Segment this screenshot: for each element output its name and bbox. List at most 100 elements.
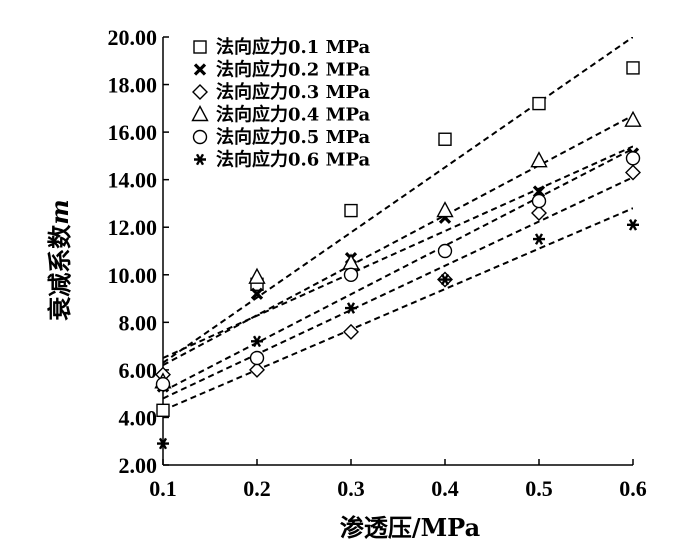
svg-text:衰减系数m: 衰减系数m xyxy=(45,199,74,321)
circle-marker xyxy=(343,267,359,282)
y-tick-label: 16.00 xyxy=(108,120,158,145)
data-point-s5-4 xyxy=(437,243,453,259)
data-point-s5-5 xyxy=(531,193,547,209)
x-tick-label: 0.6 xyxy=(619,476,647,501)
data-point-s1-4 xyxy=(438,132,452,146)
square-marker xyxy=(438,132,452,146)
data-point-s1-5 xyxy=(532,96,546,111)
fit-line-6 xyxy=(163,207,633,412)
square-marker xyxy=(156,403,170,418)
y-tick-label: 18.00 xyxy=(108,73,158,98)
legend-label-1: 法向应力0.1 MPa xyxy=(216,36,371,58)
data-point-s6-6 xyxy=(627,219,639,231)
y-tick-label: 20.00 xyxy=(108,25,158,50)
data-point-s6-3 xyxy=(345,302,357,314)
data-point-s2-2 xyxy=(250,287,264,300)
data-point-s3-6 xyxy=(625,164,641,181)
legend-marker-1 xyxy=(193,40,207,54)
asterisk-marker xyxy=(251,335,263,348)
data-point-s4-2 xyxy=(248,267,266,284)
square-marker xyxy=(626,61,640,75)
legend-label-6: 法向应力0.6 MPa xyxy=(216,149,371,171)
diamond-marker xyxy=(249,361,265,378)
data-point-s1-6 xyxy=(626,61,640,75)
diamond-marker xyxy=(531,204,547,221)
asterisk-marker xyxy=(345,302,357,314)
circle-marker xyxy=(437,243,453,259)
diamond-marker xyxy=(343,323,359,340)
fit-line-5 xyxy=(163,147,633,393)
triangle-marker xyxy=(248,267,266,284)
y-tick-label: 12.00 xyxy=(108,215,158,240)
data-point-s6-4 xyxy=(439,273,451,286)
fit-line-4 xyxy=(163,114,633,367)
triangle-marker xyxy=(624,110,642,127)
legend-marker-3 xyxy=(192,84,208,100)
data-point-s5-6 xyxy=(625,151,641,166)
data-point-s4-6 xyxy=(624,110,642,127)
data-point-s1-3 xyxy=(344,203,358,218)
square-marker xyxy=(193,40,207,54)
data-point-s4-5 xyxy=(530,151,548,168)
y-tick-label: 6.00 xyxy=(119,358,158,383)
data-point-s5-1 xyxy=(155,376,171,392)
y-tick-label: 4.00 xyxy=(119,405,158,430)
square-marker xyxy=(344,203,358,218)
circle-marker xyxy=(155,376,171,392)
legend-label-4: 法向应力0.4 MPa xyxy=(216,104,371,126)
x-marker xyxy=(250,287,264,300)
diamond-marker xyxy=(625,164,641,181)
axis-ticks: 0.1 0.2 0.3 0.4 0.5 0.6 2.00 4.00 6.00 8.00 10.00 1… xyxy=(108,25,647,501)
square-marker xyxy=(532,96,546,111)
asterisk-marker xyxy=(533,233,545,245)
data-point-s3-5 xyxy=(531,204,547,221)
legend-marker-4 xyxy=(191,105,209,122)
legend-label-2: 法向应力0.2 MPa xyxy=(216,59,371,81)
y-tick-label: 10.00 xyxy=(108,263,158,288)
x-tick-label: 0.3 xyxy=(337,476,365,501)
x-tick-label: 0.4 xyxy=(431,476,459,501)
circle-marker xyxy=(625,151,641,166)
x-tick-label: 0.1 xyxy=(149,476,177,501)
y-tick-label: 14.00 xyxy=(108,168,158,193)
y-axis-label-main: 衰减系数 xyxy=(45,224,74,322)
triangle-marker xyxy=(191,105,209,122)
data-points xyxy=(154,61,642,450)
circle-marker xyxy=(249,350,265,366)
x-marker xyxy=(193,63,207,76)
asterisk-marker xyxy=(194,153,206,166)
legend-label-5: 法向应力0.5 MPa xyxy=(216,126,371,148)
y-tick-label: 2.00 xyxy=(119,453,158,478)
asterisk-marker xyxy=(157,437,169,450)
triangle-marker xyxy=(530,151,548,168)
fit-line-1 xyxy=(163,37,633,364)
x-axis-label: 渗透压/MPa xyxy=(340,513,480,542)
data-point-s3-3 xyxy=(343,323,359,340)
x-tick-label: 0.5 xyxy=(525,476,553,501)
diamond-marker xyxy=(192,84,208,100)
data-point-s6-2 xyxy=(251,335,263,348)
legend-marker-5 xyxy=(192,129,208,145)
y-axis-label-var: m xyxy=(45,199,74,224)
plot-frame xyxy=(162,37,633,466)
y-axis-label: 衰减系数m xyxy=(45,199,74,321)
x-tick-label: 0.2 xyxy=(243,476,271,501)
circle-marker xyxy=(531,193,547,209)
fit-line-3 xyxy=(163,176,633,400)
legend-marker-2 xyxy=(193,63,207,76)
data-point-s5-2 xyxy=(249,350,265,366)
circle-marker xyxy=(192,129,208,145)
legend-label-3: 法向应力0.3 MPa xyxy=(216,81,371,103)
triangle-marker xyxy=(436,201,454,218)
data-point-s6-5 xyxy=(533,233,545,245)
legend-marker-6 xyxy=(194,153,206,166)
fit-line-2 xyxy=(163,145,633,359)
data-point-s1-1 xyxy=(156,403,170,418)
data-point-s5-3 xyxy=(343,267,359,282)
asterisk-marker xyxy=(627,219,639,231)
data-point-s3-2 xyxy=(249,361,265,378)
asterisk-marker xyxy=(439,273,451,286)
fit-lines xyxy=(163,37,633,412)
